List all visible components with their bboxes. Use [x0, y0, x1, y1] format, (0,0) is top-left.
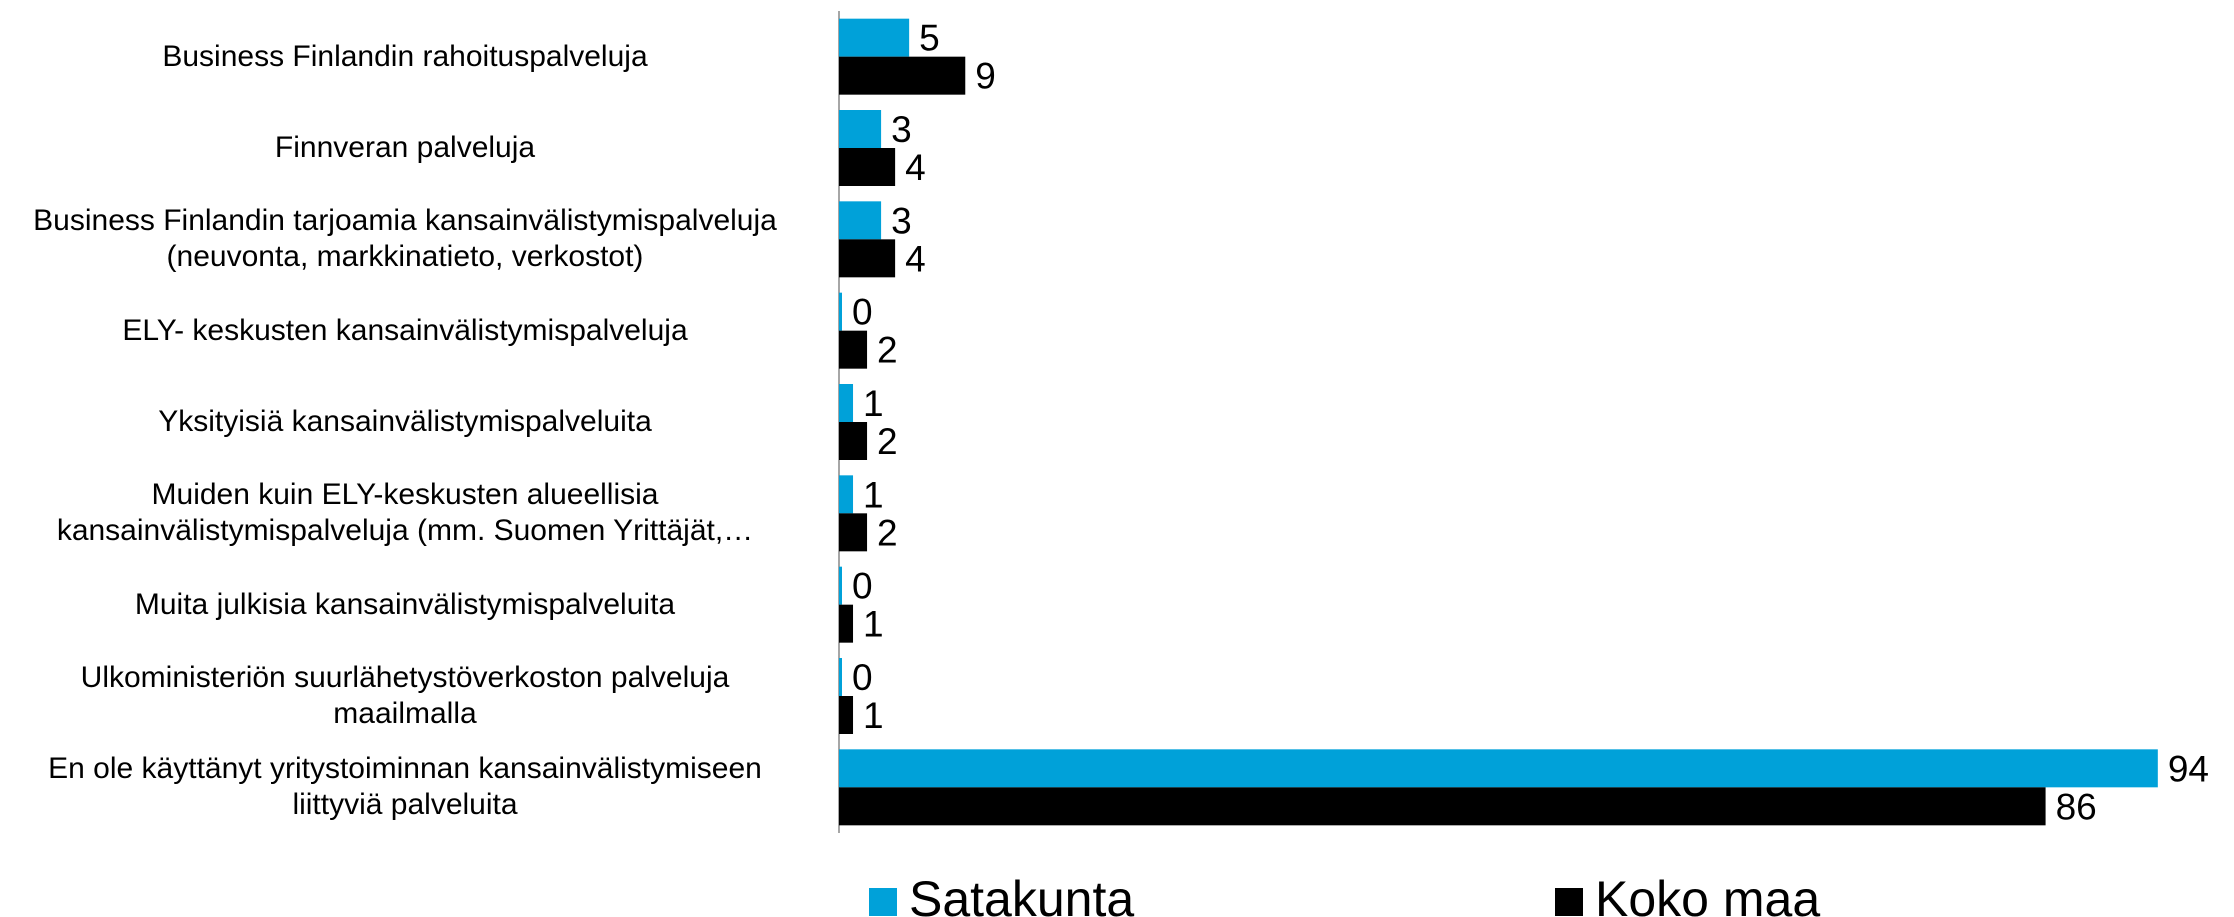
category-label: ELY- keskusten kansainvälistymispalveluj…: [122, 313, 688, 347]
value-label: 1: [863, 604, 884, 645]
bar: [839, 330, 868, 369]
value-label: 3: [891, 109, 912, 150]
value-label: 1: [863, 695, 884, 736]
category-label: En ole käyttänyt yritystoiminnan kansain…: [48, 752, 762, 822]
legend-swatch: [1555, 888, 1583, 916]
value-label: 2: [877, 421, 898, 462]
category-label: Yksityisiä kansainvälistymispalveluita: [158, 405, 652, 438]
category-label: Business Finlandin rahoituspalveluja: [162, 39, 648, 73]
category-label: Finnveran palveluja: [274, 131, 536, 164]
value-label: 1: [863, 383, 884, 424]
value-label: 1: [863, 474, 884, 515]
bar: [839, 787, 2046, 826]
value-label: 0: [852, 657, 873, 698]
legend-swatch: [869, 888, 897, 916]
bar: [839, 749, 2158, 788]
bar: [839, 384, 854, 422]
category-label: Business Finlandin tarjoamia kansainväli…: [33, 204, 777, 274]
bar: [839, 658, 842, 696]
bar: [839, 110, 882, 148]
bar: [839, 604, 854, 643]
bar: [839, 566, 842, 605]
bar: [839, 56, 966, 95]
value-label: 0: [852, 566, 873, 607]
value-label: 4: [905, 238, 926, 279]
value-label: 86: [2056, 786, 2097, 827]
bar: [839, 696, 854, 734]
category-label: Muita julkisia kansainvälistymispalvelui…: [134, 587, 676, 621]
bar: [839, 18, 910, 57]
category-label: Muiden kuin ELY-keskusten alueellisia ka…: [56, 478, 754, 548]
category-label: Ulkoministeriön suurlähetystöverkoston p…: [80, 661, 730, 730]
value-label: 4: [905, 147, 926, 188]
bar: [839, 148, 896, 186]
value-label: 5: [919, 18, 940, 59]
value-label: 94: [2168, 748, 2209, 789]
value-label: 2: [877, 512, 898, 553]
legend-label: Satakunta: [909, 871, 1134, 917]
bar: [839, 292, 842, 331]
value-label: 2: [877, 330, 898, 371]
bar: [839, 201, 882, 240]
bar: [839, 422, 868, 460]
value-label: 3: [891, 200, 912, 241]
legend-label: Koko maa: [1595, 871, 1820, 917]
bar: [839, 475, 854, 514]
value-label: 9: [975, 56, 996, 97]
bar: [839, 239, 896, 278]
bar: [839, 513, 868, 552]
value-label: 0: [852, 292, 873, 333]
